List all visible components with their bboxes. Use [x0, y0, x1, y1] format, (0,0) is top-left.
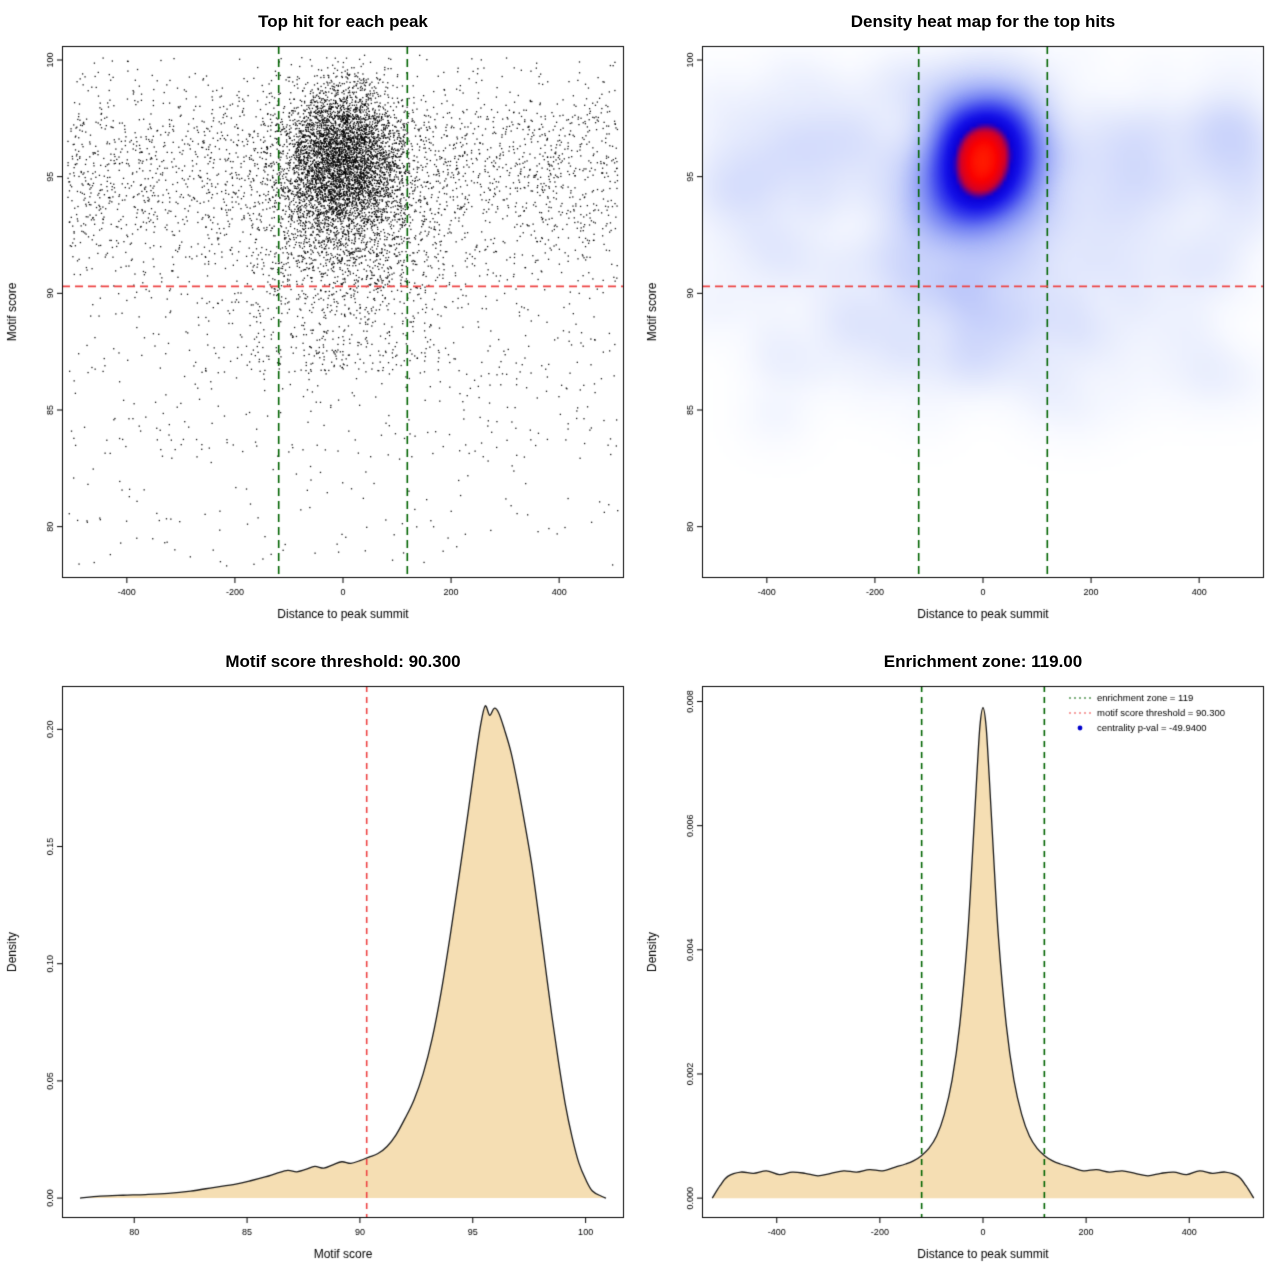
- panel-motif-score-density: Motif score threshold: 90.300: [0, 640, 640, 1280]
- panel-scatter: Top hit for each peak: [0, 0, 640, 640]
- panel-heatmap: Density heat map for the top hits: [640, 0, 1280, 640]
- scatter-plot-canvas: [0, 34, 640, 634]
- panel-distance-density: Enrichment zone: 119.00: [640, 640, 1280, 1280]
- panel-title-distance-density: Enrichment zone: 119.00: [883, 652, 1083, 671]
- panel-title-scatter: Top hit for each peak: [258, 12, 428, 31]
- motif-score-density-canvas: [0, 674, 640, 1274]
- panel-title-heatmap: Density heat map for the top hits: [850, 12, 1116, 31]
- distance-density-canvas: [640, 674, 1280, 1274]
- panel-title-motif-density: Motif score threshold: 90.300: [225, 652, 461, 671]
- heatmap-canvas: [640, 34, 1280, 634]
